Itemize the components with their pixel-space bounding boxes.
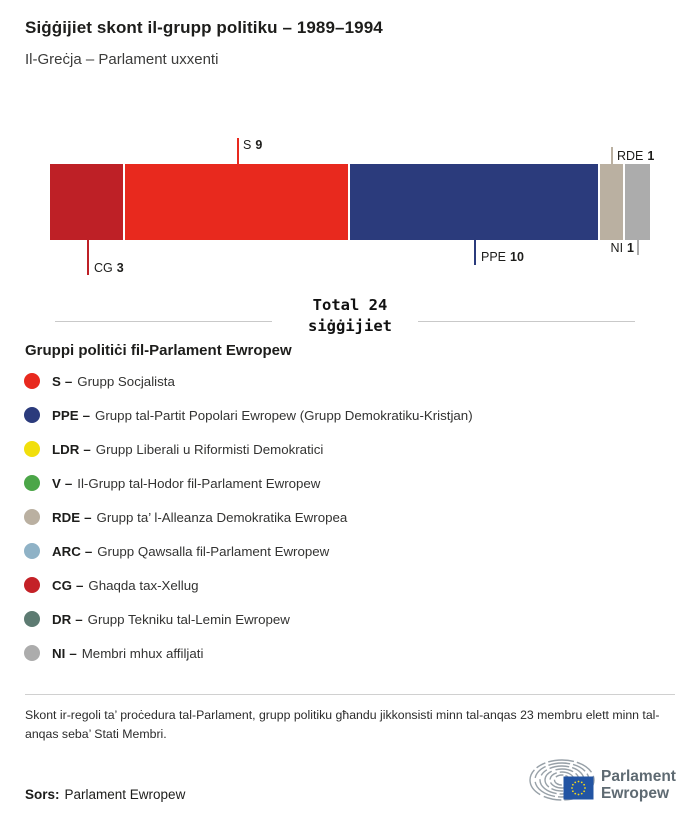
legend-item-cg: CG – Ghaqda tax-Xellug [24, 568, 473, 602]
color-dot-icon [24, 407, 40, 423]
source-value: Parlament Ewropew [64, 787, 186, 802]
logo-text-line1: Parlament [601, 768, 676, 785]
legend-heading: Gruppi politiċi fil-Parlament Ewropew [25, 342, 292, 359]
legend-name: Grupp Qawsalla fil-Parlament Ewropew [97, 543, 330, 559]
legend-abbr: ARC [52, 543, 81, 559]
bar-segment-s [125, 164, 350, 240]
color-dot-icon [24, 441, 40, 457]
color-dot-icon [24, 475, 40, 491]
legend-separator: – [75, 577, 84, 593]
tick-line-rde [611, 147, 613, 164]
color-dot-icon [24, 373, 40, 389]
legend-abbr: NI [52, 645, 66, 661]
bar-label-abbr: RDE [617, 149, 644, 163]
bar-label-value: 10 [510, 250, 524, 264]
legend-abbr: DR [52, 611, 72, 627]
legend-abbr: CG [52, 577, 72, 593]
source-line: Sors: Parlament Ewropew [25, 787, 185, 802]
eu-flag-icon [563, 776, 594, 800]
logo-text-line2: Ewropew [601, 785, 670, 802]
legend-separator: – [82, 407, 91, 423]
legend-item-s: S – Grupp Socjalista [24, 364, 473, 398]
tick-line-cg [87, 240, 89, 275]
legend-abbr: RDE [52, 509, 81, 525]
legend-name: Grupp Tekniku tal-Lemin Ewropew [87, 611, 290, 627]
page-title: Siġġijiet skont il-grupp politiku – 1989… [25, 18, 383, 37]
bar-label-value: 1 [647, 149, 655, 163]
color-dot-icon [24, 577, 40, 593]
legend-name: Grupp ta’ l-Alleanza Demokratika Ewropea [96, 509, 348, 525]
total-seats-line1: Total 24 [312, 296, 388, 314]
bar-label-value: 1 [627, 241, 634, 255]
total-divider-right [418, 321, 635, 322]
bar-segment-cg [50, 164, 125, 240]
legend-abbr: LDR [52, 441, 80, 457]
legend-item-arc: ARC – Grupp Qawsalla fil-Parlament Ewropew [24, 534, 473, 568]
legend-abbr: PPE [52, 407, 79, 423]
legend-separator: – [84, 509, 92, 525]
legend-separator: – [83, 441, 91, 457]
footnote: Skont ir-regoli ta’ proċedura tal-Parlam… [25, 708, 660, 741]
bar-segment-rde [600, 164, 625, 240]
bar-segment-ni [625, 164, 650, 240]
legend-item-ppe: PPE – Grupp tal-Partit Popolari Ewropew (G… [24, 398, 473, 432]
legend-item-rde: RDE – Grupp ta’ l-Alleanza Demokratika Ewr… [24, 500, 473, 534]
legend-item-ldr: LDR – Grupp Liberali u Riformisti Demokrat… [24, 432, 473, 466]
tick-line-s [237, 138, 239, 164]
bar-label-value: 3 [116, 261, 124, 275]
legend: S – Grupp Socjalista PPE – Grupp tal-Partit … [24, 364, 473, 670]
bar-segment-ppe [350, 164, 600, 240]
bar-label-ppe: PPE 10 [481, 250, 524, 264]
legend-name: Membri mhux affiljati [81, 645, 204, 661]
total-seats-callout: Total 24 siġġijiet [275, 295, 425, 337]
legend-name: Grupp Liberali u Riformisti Demokratici [95, 441, 324, 457]
legend-item-dr: DR – Grupp Tekniku tal-Lemin Ewropew [24, 602, 473, 636]
legend-item-ni: NI – Membri mhux affiljati [24, 636, 473, 670]
color-dot-icon [24, 645, 40, 661]
seats-stacked-bar [50, 164, 650, 240]
bar-label-abbr: NI [610, 241, 624, 255]
color-dot-icon [24, 509, 40, 525]
parlament-ewropew-logo: Parlament Ewropew [529, 759, 676, 802]
legend-name: Il-Grupp tal-Hodor fil-Parlament Ewropew [77, 475, 321, 491]
bar-label-rde: RDE 1 [617, 149, 654, 163]
tick-line-ni [637, 240, 639, 255]
legend-abbr: V [52, 475, 61, 491]
color-dot-icon [24, 543, 40, 559]
color-dot-icon [24, 611, 40, 627]
source-label: Sors: [25, 787, 60, 802]
legend-item-v: V – Il-Grupp tal-Hodor fil-Parlament Ewrop… [24, 466, 473, 500]
legend-separator: – [64, 373, 73, 389]
legend-name: Grupp tal-Partit Popolari Ewropew (Grupp… [95, 407, 473, 423]
bar-label-cg: CG 3 [94, 261, 124, 275]
tick-line-ppe [474, 240, 476, 265]
bar-label-abbr: CG [94, 261, 113, 275]
legend-name: Grupp Socjalista [77, 373, 175, 389]
bar-label-abbr: S [243, 138, 252, 152]
page-subtitle: Il-Greċja – Parlament uxxenti [25, 51, 219, 68]
total-seats-line2: siġġijiet [308, 317, 392, 335]
bar-label-value: 9 [255, 138, 263, 152]
legend-separator: – [84, 543, 93, 559]
eu-stars-icon [571, 780, 586, 796]
footer-divider [25, 694, 675, 695]
bar-label-abbr: PPE [481, 250, 507, 264]
total-divider-left [55, 321, 272, 322]
legend-separator: – [75, 611, 83, 627]
legend-separator: – [64, 475, 73, 491]
legend-separator: – [69, 645, 77, 661]
legend-name: Ghaqda tax-Xellug [88, 577, 199, 593]
bar-label-ni: NI 1 [589, 241, 634, 255]
legend-abbr: S [52, 373, 61, 389]
